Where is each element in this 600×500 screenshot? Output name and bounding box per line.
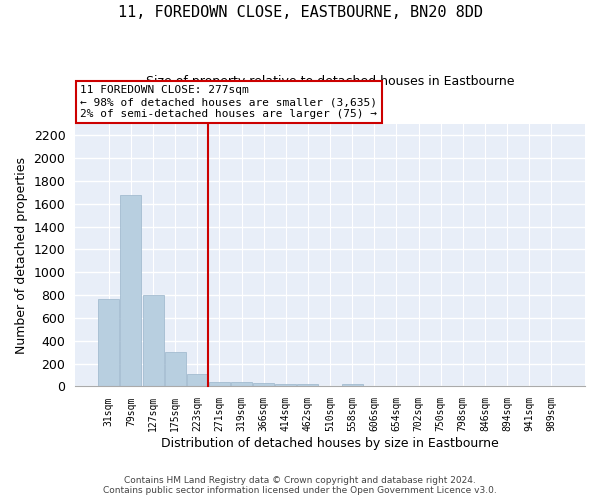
Bar [164,352,186,386]
Bar [275,384,296,386]
Text: Contains HM Land Registry data © Crown copyright and database right 2024.
Contai: Contains HM Land Registry data © Crown c… [103,476,497,495]
Bar [121,194,142,386]
X-axis label: Distribution of detached houses by size in Eastbourne: Distribution of detached houses by size … [161,437,499,450]
Text: 11 FOREDOWN CLOSE: 277sqm
← 98% of detached houses are smaller (3,635)
2% of sem: 11 FOREDOWN CLOSE: 277sqm ← 98% of detac… [80,86,377,118]
Bar [98,298,119,386]
Bar [187,374,208,386]
Y-axis label: Number of detached properties: Number of detached properties [15,156,28,354]
Bar [298,384,319,386]
Text: 11, FOREDOWN CLOSE, EASTBOURNE, BN20 8DD: 11, FOREDOWN CLOSE, EASTBOURNE, BN20 8DD [118,5,482,20]
Bar [341,384,363,386]
Title: Size of property relative to detached houses in Eastbourne: Size of property relative to detached ho… [146,75,514,88]
Bar [143,295,164,386]
Bar [253,384,274,386]
Bar [209,382,230,386]
Bar [231,382,252,386]
